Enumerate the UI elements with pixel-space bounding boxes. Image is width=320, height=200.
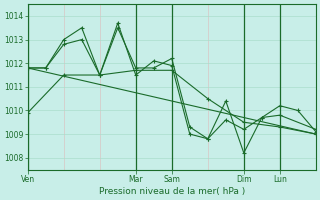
X-axis label: Pression niveau de la mer( hPa ): Pression niveau de la mer( hPa ) — [99, 187, 245, 196]
